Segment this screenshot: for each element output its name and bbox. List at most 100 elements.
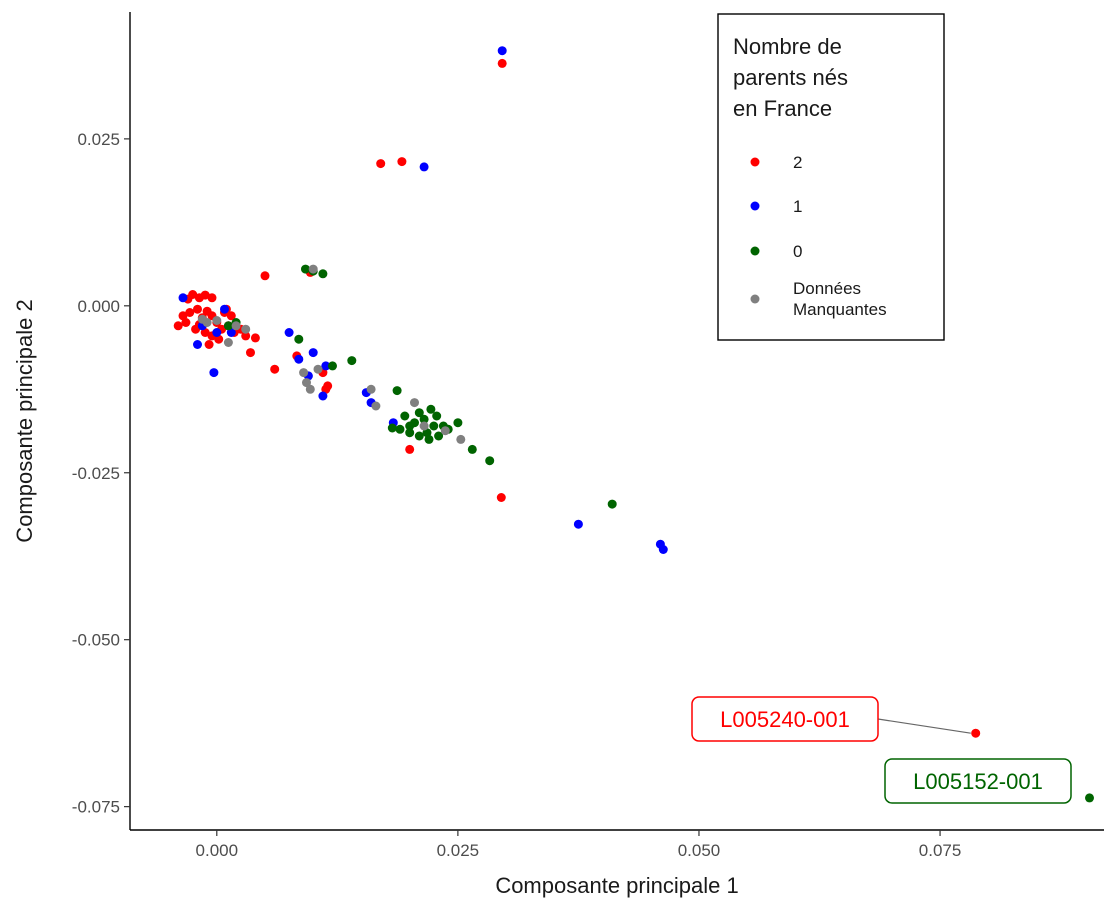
annotation-label: L005152-001: [913, 769, 1043, 794]
data-point-donn-es-manquantes: [366, 384, 376, 394]
data-point-0: [223, 321, 233, 331]
data-point-0: [400, 411, 410, 421]
data-point-2: [497, 58, 507, 68]
data-point-0: [467, 444, 477, 454]
legend-title-line: parents nés: [733, 65, 848, 90]
data-point-0: [405, 428, 415, 438]
data-point-2: [188, 290, 198, 299]
data-point-donn-es-manquantes: [212, 316, 222, 325]
data-point-0: [414, 431, 424, 441]
data-point-2: [260, 271, 270, 281]
legend-label-0: 0: [793, 242, 802, 261]
x-axis-title: Composante principale 1: [495, 873, 738, 898]
annotation-connector: [877, 718, 971, 734]
data-point-donn-es-manquantes: [202, 318, 212, 327]
data-point-donn-es-manquantes: [313, 364, 323, 374]
data-point-0: [1085, 793, 1094, 803]
x-tick-label: 0.025: [437, 841, 480, 860]
data-point-donn-es-manquantes: [231, 321, 241, 331]
data-point-1: [308, 348, 318, 358]
data-point-0: [347, 356, 357, 366]
data-point-0: [432, 411, 442, 421]
legend-title-line: Nombre de: [733, 34, 842, 59]
y-tick-label: -0.075: [72, 798, 120, 817]
data-point-donn-es-manquantes: [302, 378, 311, 388]
data-point-donn-es-manquantes: [440, 426, 450, 436]
data-point-2: [323, 381, 333, 391]
data-point-2: [246, 348, 255, 358]
data-point-1: [220, 304, 229, 314]
legend-title-line: en France: [733, 96, 832, 121]
data-point-2: [397, 157, 407, 167]
data-point-donn-es-manquantes: [308, 264, 318, 274]
legend-box: [717, 13, 945, 341]
legend-key-2: [750, 157, 760, 167]
x-tick-label: 0.000: [196, 841, 239, 860]
y-tick-label: -0.050: [72, 631, 120, 650]
data-point-1: [193, 340, 202, 349]
data-point-2: [178, 311, 188, 321]
data-point-2: [185, 308, 195, 317]
data-point-1: [321, 361, 331, 371]
data-point-2: [270, 364, 280, 374]
data-point-0: [429, 421, 439, 431]
data-point-1: [284, 328, 294, 337]
data-point-0: [328, 361, 337, 371]
data-point-donn-es-manquantes: [456, 434, 466, 444]
data-point-1: [212, 328, 222, 337]
data-point-2: [250, 333, 260, 343]
data-point-0: [434, 431, 444, 441]
data-point-2: [207, 293, 217, 303]
data-point-2: [193, 304, 202, 314]
ticks: 0.000 0.025 0.050 0.075 0.025 0.000 -0.025 -0.0…: [72, 130, 962, 860]
data-point-0: [392, 386, 402, 396]
data-point-1: [318, 391, 328, 401]
y-tick-label: 0.000: [77, 297, 120, 316]
data-point-donn-es-manquantes: [419, 421, 429, 431]
data-point-0: [607, 499, 617, 509]
data-point-1: [573, 519, 583, 529]
annotation-label: L005240-001: [720, 707, 850, 732]
data-point-0: [318, 269, 328, 279]
data-point-2: [204, 340, 214, 349]
y-tick-label: -0.025: [72, 464, 120, 483]
legend: Nombre de parents nés en France 2 1 0 Do…: [717, 13, 945, 341]
y-tick-label: 0.025: [77, 130, 120, 149]
data-point-0: [395, 424, 405, 434]
data-point-2: [496, 493, 506, 502]
data-point-2: [226, 311, 236, 321]
data-point-1: [178, 293, 188, 303]
legend-label-missing-line: Manquantes: [793, 300, 887, 319]
data-point-2: [241, 331, 251, 341]
data-point-2: [200, 290, 210, 300]
data-point-2: [971, 728, 981, 738]
legend-key-missing: [750, 294, 760, 304]
data-point-1: [294, 354, 304, 364]
legend-label-2: 2: [793, 153, 802, 172]
y-axis-title: Composante principale 2: [12, 299, 37, 542]
legend-label-missing: Données Manquantes: [793, 279, 887, 319]
data-point-1: [497, 46, 507, 56]
legend-title: Nombre de parents nés en France: [733, 34, 854, 121]
data-point-0: [426, 404, 436, 414]
data-point-0: [414, 408, 424, 418]
data-point-0: [485, 456, 495, 466]
data-point-0: [419, 414, 429, 424]
x-tick-label: 0.050: [678, 841, 721, 860]
data-point-2: [376, 159, 386, 169]
legend-key-0: [750, 246, 760, 256]
data-point-1: [209, 368, 219, 378]
annotations: L005240-001 L005152-001: [691, 696, 1072, 804]
points-layer: [173, 46, 1094, 803]
data-point-0: [424, 434, 434, 444]
legend-label-missing-line: Données: [793, 279, 861, 298]
data-point-donn-es-manquantes: [410, 398, 419, 408]
data-point-2: [405, 444, 415, 454]
annotation-box: [691, 696, 879, 742]
annotation-box: [884, 758, 1072, 804]
data-point-donn-es-manquantes: [305, 384, 315, 394]
data-point-1: [658, 545, 668, 554]
data-point-2: [173, 321, 183, 331]
x-tick-label: 0.075: [919, 841, 962, 860]
